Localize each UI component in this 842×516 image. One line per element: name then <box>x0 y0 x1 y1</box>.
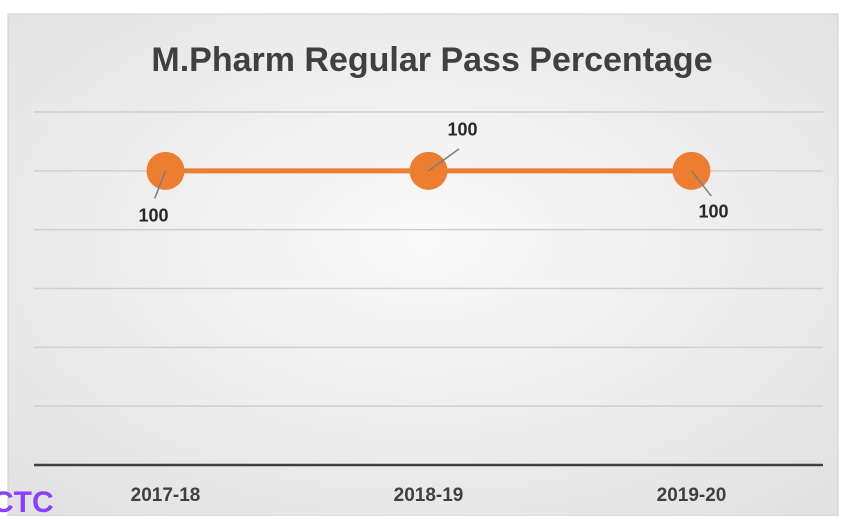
chart-background <box>7 13 839 516</box>
logo: CTC <box>0 486 54 516</box>
data-label: 100 <box>698 202 728 222</box>
x-tick-label: 2017-18 <box>131 485 201 506</box>
leader-line <box>690 170 712 197</box>
chart-title: M.Pharm Regular Pass Percentage <box>151 41 712 79</box>
x-tick-label: 2018-19 <box>394 485 464 506</box>
leader-line <box>428 148 460 172</box>
x-tick-label: 2019-20 <box>657 485 727 506</box>
data-label: 100 <box>447 120 477 140</box>
data-label: 100 <box>138 206 168 226</box>
leader-line <box>154 170 167 199</box>
